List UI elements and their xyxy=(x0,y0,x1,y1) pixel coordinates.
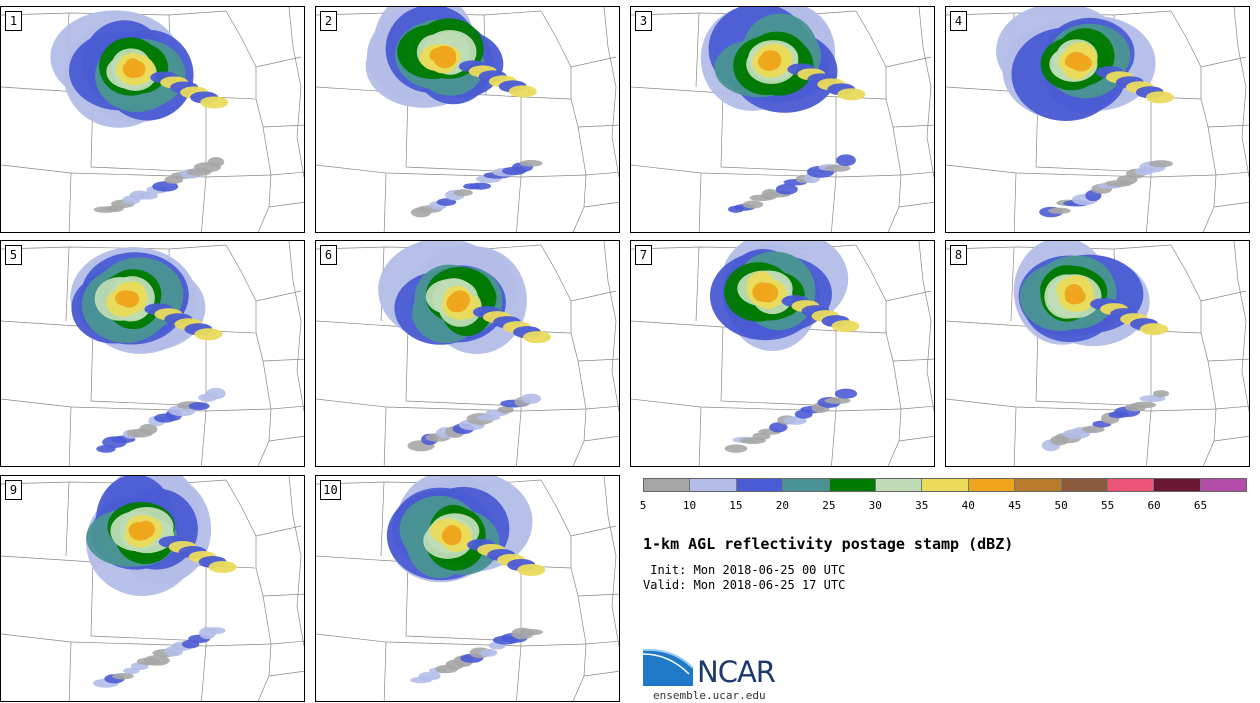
forecast-times: Init: Mon 2018-06-25 00 UTC Valid: Mon 2… xyxy=(643,563,845,593)
member-label: 10 xyxy=(320,480,341,500)
colorbar-tick-label: 15 xyxy=(729,499,743,512)
reflectivity-map xyxy=(946,7,1249,232)
site-url: ensemble.ucar.edu xyxy=(653,689,766,702)
colorbar-tick-label: 30 xyxy=(868,499,882,512)
colorbar-tick-label: 50 xyxy=(1054,499,1068,512)
ensemble-member-panel-1: 1 xyxy=(0,6,305,233)
colorbar-swatch xyxy=(922,479,969,491)
ensemble-member-panel-8: 8 xyxy=(945,240,1250,467)
valid-time: Valid: Mon 2018-06-25 17 UTC xyxy=(643,578,846,592)
colorbar-swatch xyxy=(736,479,784,491)
reflectivity-map xyxy=(316,7,619,232)
colorbar-swatch xyxy=(875,479,923,491)
member-label: 8 xyxy=(950,245,967,265)
reflectivity-map xyxy=(1,476,304,701)
colorbar-tick-label: 40 xyxy=(961,499,975,512)
ensemble-member-panel-2: 2 xyxy=(315,6,620,233)
colorbar-tick-label: 55 xyxy=(1100,499,1115,512)
colorbar-swatch xyxy=(1200,479,1247,491)
colorbar-swatch xyxy=(1015,479,1062,491)
member-label: 9 xyxy=(5,480,22,500)
init-time: Init: Mon 2018-06-25 00 UTC xyxy=(643,563,846,577)
colorbar-tick-label: 65 xyxy=(1193,499,1208,512)
ensemble-member-panel-4: 4 xyxy=(945,6,1250,233)
colorbar-swatch xyxy=(829,479,876,491)
plot-title: 1-km AGL reflectivity postage stamp (dBZ… xyxy=(643,535,1014,553)
member-label: 2 xyxy=(320,11,337,31)
member-label: 1 xyxy=(5,11,22,31)
ensemble-member-panel-9: 9 xyxy=(0,475,305,702)
reflectivity-map xyxy=(1,7,304,232)
ensemble-member-panel-6: 6 xyxy=(315,240,620,467)
ncar-logo-icon xyxy=(643,648,694,686)
ncar-logo-text: NCAR xyxy=(697,655,776,689)
colorbar-swatch xyxy=(783,479,830,491)
member-label: 5 xyxy=(5,245,22,265)
reflectivity-map xyxy=(316,476,619,701)
colorbar-tick-label: 25 xyxy=(822,499,836,512)
reflectivity-map xyxy=(631,241,934,466)
colorbar-tick-label: 20 xyxy=(775,499,789,512)
colorbar-swatch xyxy=(968,479,1016,491)
reflectivity-map xyxy=(631,7,934,232)
colorbar-tick-label: 5 xyxy=(639,499,647,512)
ensemble-member-panel-10: 10 xyxy=(315,475,620,702)
reflectivity-map xyxy=(1,241,304,466)
colorbar-swatch xyxy=(644,479,691,491)
colorbar-tick-label: 60 xyxy=(1147,499,1161,512)
colorbar-tick-label: 10 xyxy=(682,499,697,512)
member-label: 7 xyxy=(635,245,652,265)
ensemble-member-panel-5: 5 xyxy=(0,240,305,467)
member-label: 6 xyxy=(320,245,337,265)
colorbar-swatch xyxy=(1061,479,1108,491)
colorbar-swatch xyxy=(1107,479,1155,491)
colorbar-swatch xyxy=(1154,479,1201,491)
ensemble-member-panel-7: 7 xyxy=(630,240,935,467)
reflectivity-colorbar xyxy=(643,478,1247,492)
colorbar-swatch xyxy=(690,479,737,491)
reflectivity-map xyxy=(316,241,619,466)
reflectivity-map xyxy=(946,241,1249,466)
colorbar-tick-label: 35 xyxy=(915,499,929,512)
member-label: 4 xyxy=(950,11,967,31)
colorbar-tick-label: 45 xyxy=(1008,499,1022,512)
member-label: 3 xyxy=(635,11,652,31)
ensemble-member-panel-3: 3 xyxy=(630,6,935,233)
